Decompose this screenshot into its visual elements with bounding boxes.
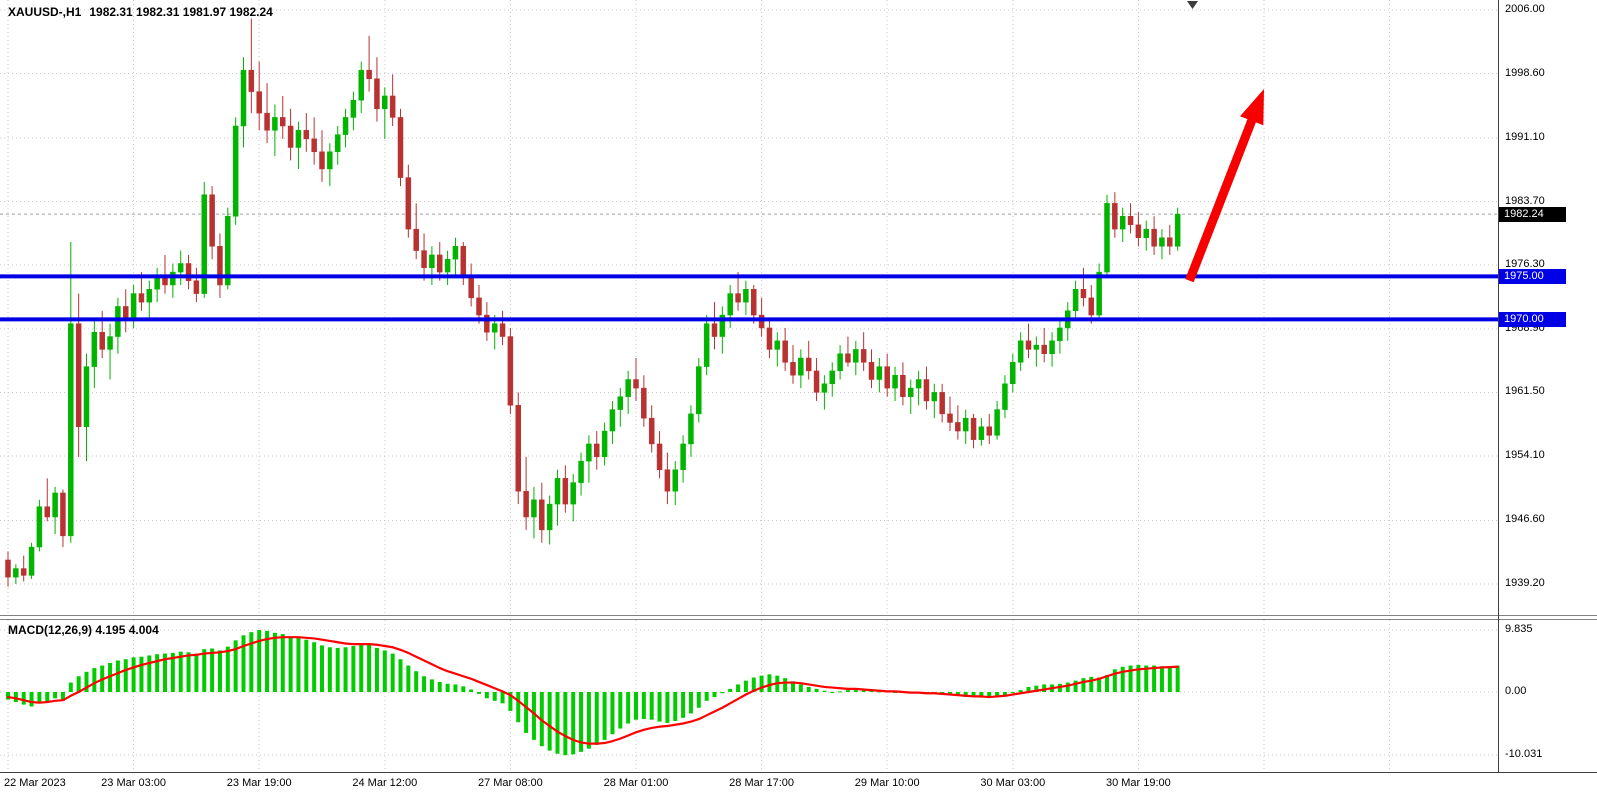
price-scale-label: 1998.60 (1505, 66, 1545, 79)
time-axis-label: 22 Mar 2023 (4, 777, 66, 789)
trend-arrow-annotation[interactable] (1185, 89, 1264, 283)
support-resistance-lines[interactable] (0, 274, 1498, 322)
price-scale-separator (1498, 0, 1499, 772)
price-scale-label: 1983.70 (1505, 194, 1545, 207)
price-scale-label: 1961.50 (1505, 385, 1545, 398)
chart-title: XAUUSD-,H1 1982.31 1982.31 1981.97 1982.2… (8, 5, 273, 19)
macd-indicator-label: MACD(12,26,9) 4.195 4.004 (8, 623, 159, 637)
price-scale-label: 1939.20 (1505, 577, 1545, 589)
panel-separator[interactable] (0, 615, 1597, 620)
time-axis-label: 30 Mar 03:00 (980, 777, 1046, 789)
price-scale-label: 1991.10 (1505, 131, 1545, 144)
price-scale-label: 1954.10 (1505, 448, 1545, 461)
time-axis-label: 24 Mar 12:00 (352, 777, 418, 789)
time-axis-label: 23 Mar 03:00 (101, 777, 167, 789)
macd-histogram-series (6, 630, 1180, 756)
shift-marker-icon (1187, 1, 1198, 9)
time-axis-label: 23 Mar 19:00 (226, 777, 292, 789)
price-scale-label: 1976.30 (1505, 258, 1545, 271)
current-price-badge: 1982.24 (1499, 206, 1566, 222)
candlestick-series (5, 18, 1181, 587)
symbol-period-label: XAUUSD-,H1 (8, 5, 82, 19)
price-scale-label: 1946.60 (1505, 513, 1545, 526)
time-axis-separator (0, 772, 1597, 773)
ohlc-readout: 1982.31 1982.31 1981.97 1982.24 (89, 5, 273, 19)
macd-scale-label: 9.835 (1505, 623, 1533, 636)
grid-layer (0, 0, 1498, 772)
time-axis-label: 28 Mar 01:00 (603, 777, 669, 789)
support-price-badge: 1970.00 (1499, 311, 1566, 327)
time-axis[interactable]: 22 Mar 2023 23 Mar 03:00 23 Mar 19:00 24 Ma… (0, 774, 1597, 800)
resistance-price-badge: 1975.00 (1499, 268, 1566, 284)
price-scale[interactable]: 2006.00 1998.60 1991.10 1983.70 1976.30 1968.… (1499, 0, 1597, 772)
time-axis-label: 30 Mar 19:00 (1105, 777, 1171, 789)
time-axis-label: 27 Mar 08:00 (477, 777, 543, 789)
time-axis-label: 29 Mar 10:00 (854, 777, 920, 789)
macd-scale-label: 0.00 (1505, 685, 1527, 697)
macd-scale-label: -10.031 (1505, 748, 1543, 761)
price-scale-label: 2006.00 (1505, 3, 1545, 15)
time-axis-label: 28 Mar 17:00 (729, 777, 795, 789)
macd-signal-line (6, 636, 1179, 745)
